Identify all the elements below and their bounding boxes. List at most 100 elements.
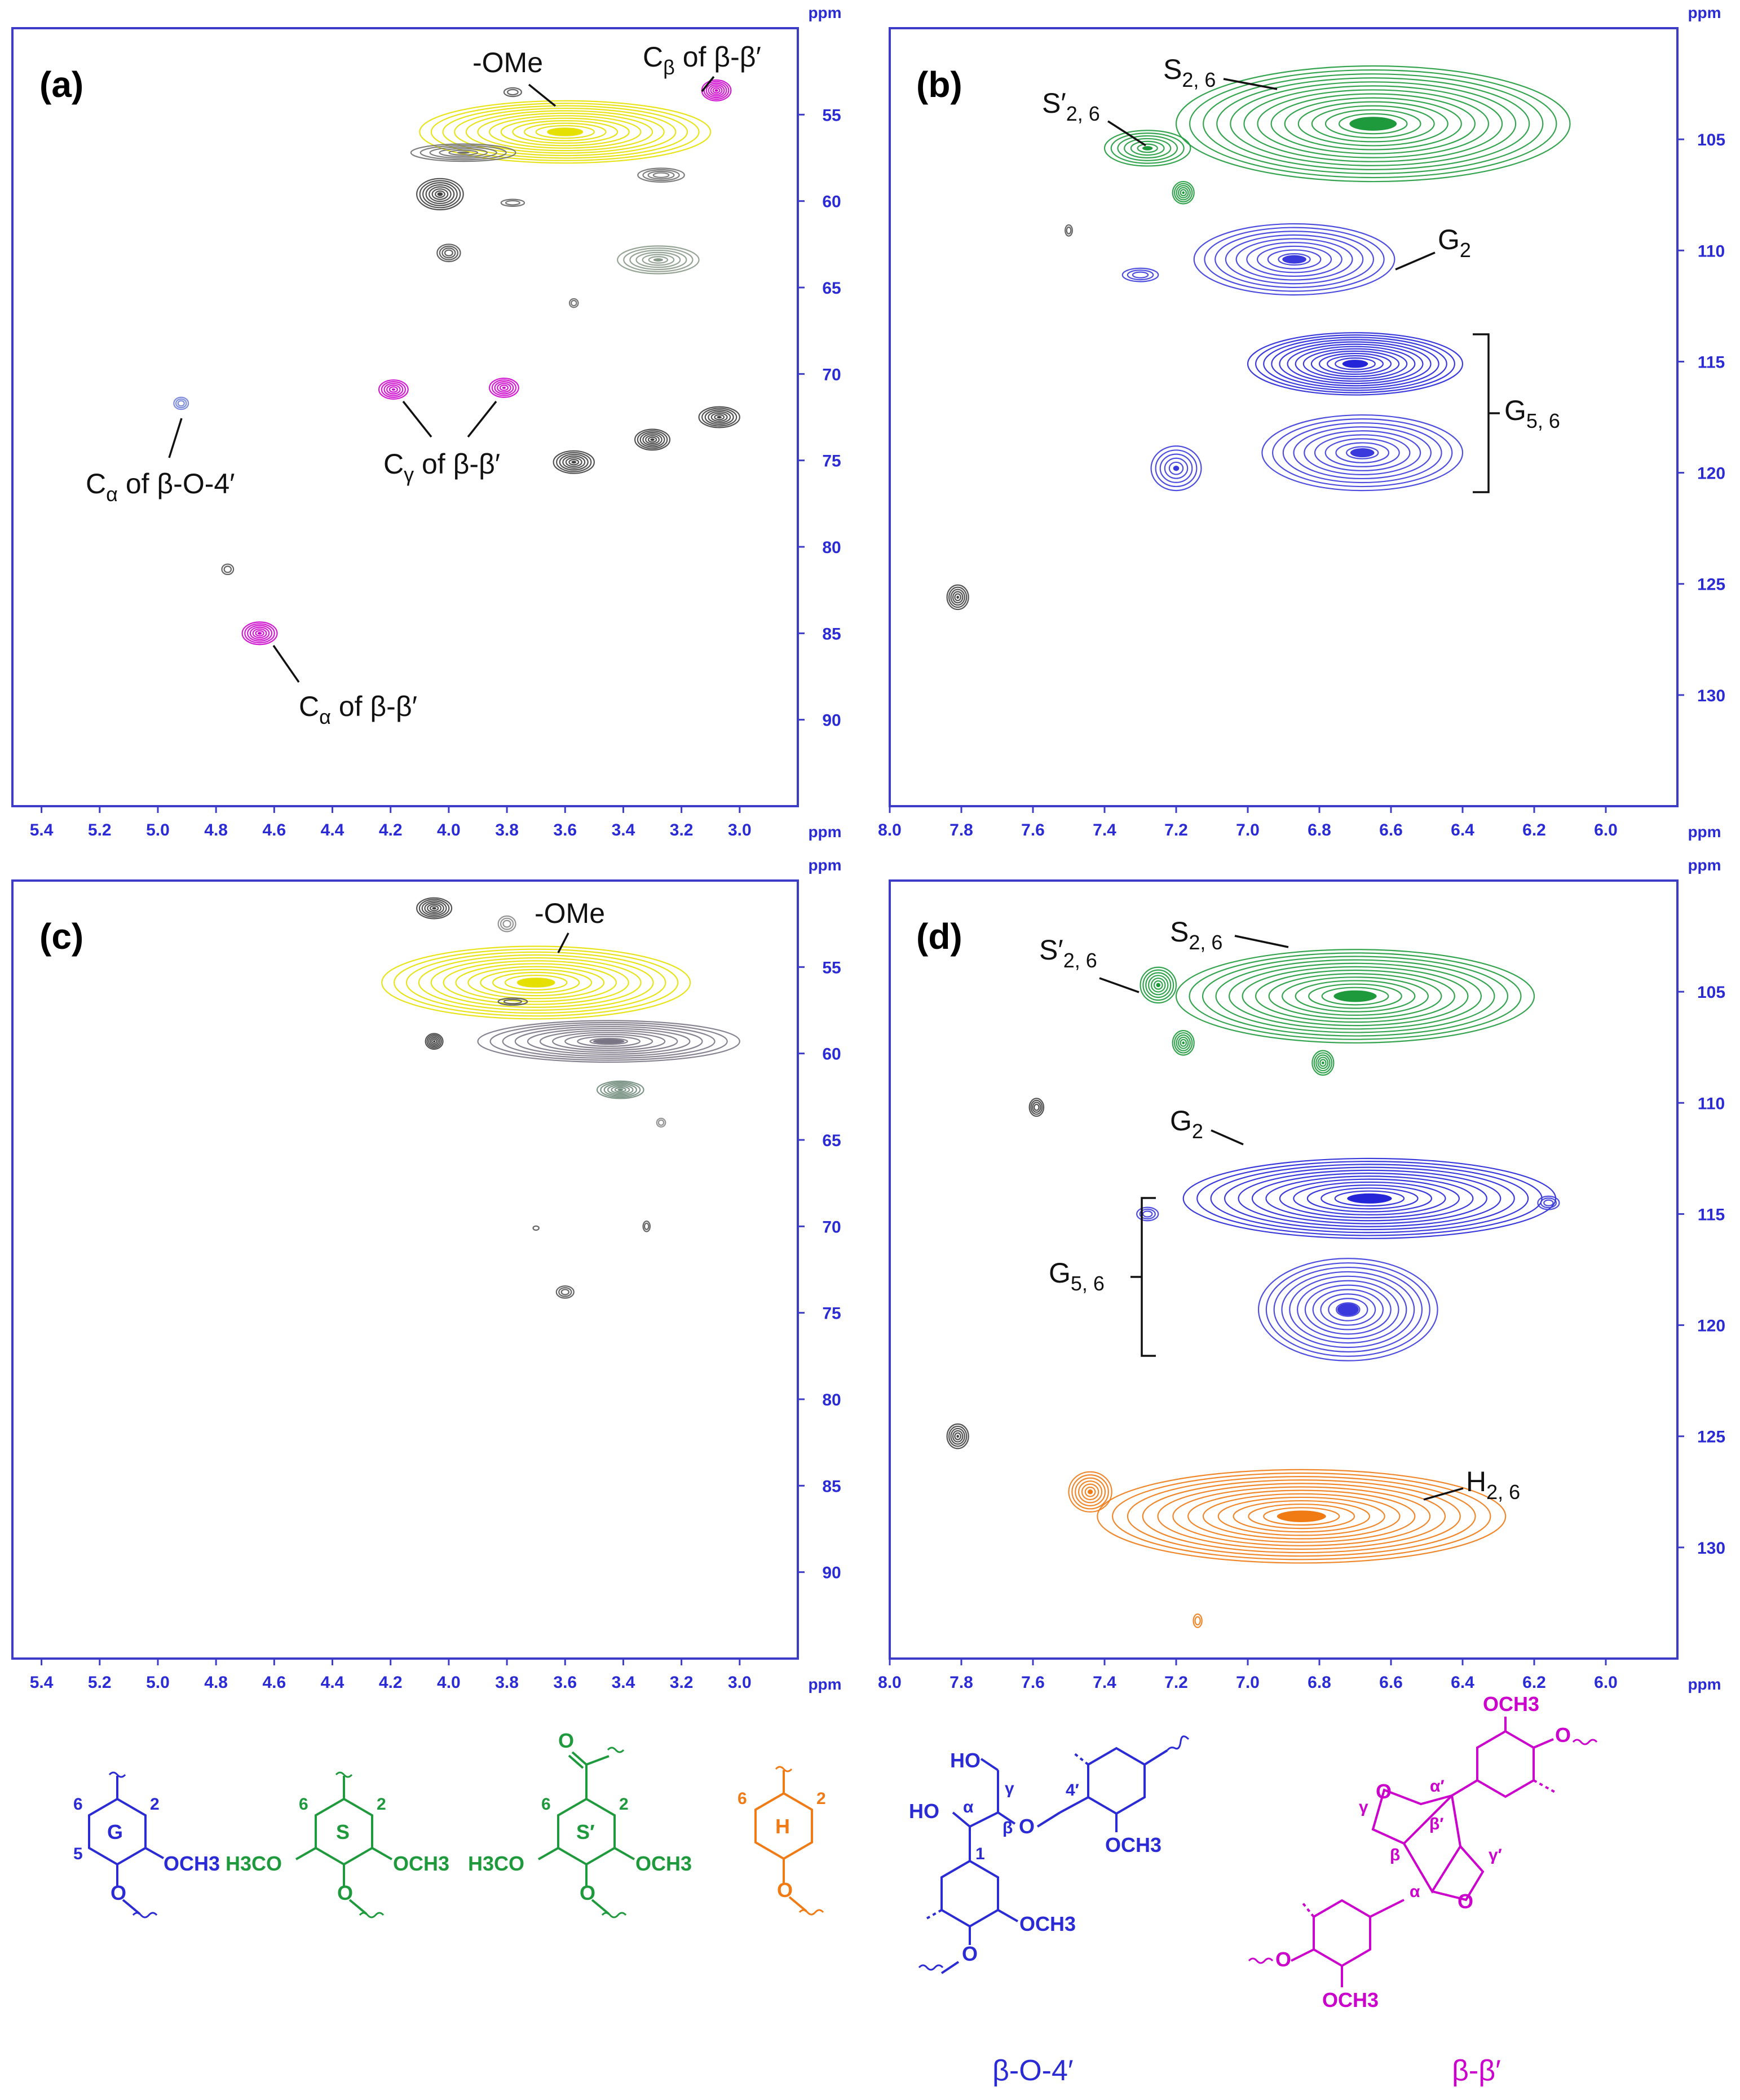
contour-ring <box>1142 1479 1461 1554</box>
contour-ring <box>1537 1195 1560 1210</box>
contour-ring <box>617 245 700 275</box>
contour-ring <box>552 1032 666 1051</box>
peak-a-6 <box>637 167 685 183</box>
x-unit-b: ppm <box>1688 823 1721 841</box>
contour-ring <box>1032 1102 1041 1113</box>
contour-ring <box>1238 1169 1501 1227</box>
contour-ring <box>1172 1030 1195 1056</box>
contour-ring <box>603 1083 637 1097</box>
contour-ring <box>1257 1258 1438 1361</box>
leader-d-g2 <box>1211 1129 1244 1146</box>
contour-ring <box>1142 969 1174 1001</box>
contour-ring <box>708 84 725 97</box>
contour-core <box>432 907 436 910</box>
x-tick-label-b-0: 8.0 <box>878 821 902 839</box>
wavy-G-top <box>108 1771 126 1778</box>
contour-ring <box>1204 227 1385 292</box>
panel-b-annotations: (b) S2, 6 S′2, 6 G2 G5, 6 <box>916 54 1560 493</box>
contour-ring <box>255 630 264 637</box>
label-bo4-beta: β <box>1003 1819 1013 1837</box>
contour-ring <box>1263 1507 1340 1526</box>
contour-ring <box>512 120 619 144</box>
contour-ring <box>611 1086 630 1094</box>
plot-frame-a <box>11 27 799 807</box>
contour-ring <box>416 897 453 919</box>
peak-a-9 <box>568 298 579 308</box>
contour-ring <box>1177 187 1189 198</box>
contour-ring <box>477 112 653 152</box>
contour-ring <box>444 249 453 257</box>
contour-ring <box>494 381 514 395</box>
contour-ring <box>623 247 694 272</box>
label-Sp-o: O <box>580 1881 595 1904</box>
contour-ring <box>1268 973 1442 1019</box>
contour-ring <box>424 902 444 915</box>
bond-Sp-r <box>586 1755 610 1766</box>
peak-d-8 <box>1028 1098 1045 1117</box>
x-tick-label-d-4: 7.2 <box>1164 1673 1188 1692</box>
label-bo4-gamma: γ <box>1005 1779 1014 1798</box>
peak-d-2 <box>1172 1030 1195 1056</box>
contour-ring <box>698 406 740 428</box>
x-unit-a: ppm <box>808 823 841 841</box>
contour-ring <box>1136 1206 1159 1222</box>
label-bo4-ome-upper: OCH3 <box>1105 1833 1162 1856</box>
contour-core <box>653 258 664 262</box>
x-tick-label-a-2: 5.0 <box>146 821 170 839</box>
contour-ring <box>503 998 522 1005</box>
annot-b-sp26: S′2, 6 <box>1042 87 1100 125</box>
contour-ring <box>1265 1262 1430 1357</box>
contour-ring <box>1311 105 1435 143</box>
peak-c-10 <box>555 1285 575 1299</box>
contour-ring <box>948 586 968 608</box>
x-tick-label-c-7: 4.0 <box>437 1673 461 1692</box>
bracket-b-g56 <box>1473 333 1500 493</box>
contour-ring <box>221 563 235 576</box>
contour-ring <box>553 450 595 474</box>
y-tick-label-b-5: 130 <box>1697 687 1725 705</box>
contour-ring <box>1140 966 1177 1003</box>
contour-ring <box>467 966 605 1000</box>
contour-core <box>1142 146 1153 151</box>
peaks-c <box>381 897 740 1299</box>
y-tick-label-c-4: 75 <box>822 1305 841 1323</box>
peak-a-1 <box>701 79 732 101</box>
leader-d-sp26 <box>1099 977 1140 993</box>
contour-ring <box>505 200 520 206</box>
contour-core <box>257 631 262 635</box>
contour-ring <box>439 148 488 157</box>
bond-S-r <box>372 1847 392 1860</box>
contour-core <box>1182 191 1185 194</box>
contour-ring <box>454 107 677 157</box>
contour-core <box>650 438 655 441</box>
x-tick-label-d-1: 7.8 <box>950 1673 973 1692</box>
panel-d-annotations: (d) S′2, 6 S2, 6 G2 G5, 6 H2, 6 <box>916 916 1520 1504</box>
panel-a-annotations: (a) -OMe Cβ of β-β′ Cα of β-O-4′ Cγ of β… <box>39 41 761 728</box>
annot-d-s26: S2, 6 <box>1170 916 1222 954</box>
contour-ring <box>1215 231 1375 288</box>
contour-ring <box>1153 980 1163 990</box>
x-tick-label-c-3: 4.8 <box>204 1673 228 1692</box>
contour-ring <box>381 945 691 1020</box>
contour-ring <box>1306 1184 1433 1213</box>
y-tick-label-c-0: 55 <box>822 958 841 977</box>
contour-ring <box>477 1020 740 1063</box>
leader-b-g2 <box>1395 251 1436 271</box>
y-tick-label-b-0: 105 <box>1697 131 1725 149</box>
contour-ring <box>1150 978 1166 993</box>
contour-ring <box>948 1425 968 1447</box>
ring-bb-furan2 <box>1403 1795 1462 1894</box>
contour-ring <box>1224 1166 1515 1231</box>
contour-ring <box>657 1119 665 1126</box>
contour-core <box>617 1089 624 1091</box>
contour-ring <box>1077 1480 1103 1504</box>
contour-ring <box>441 247 456 259</box>
x-tick-label-d-7: 6.6 <box>1379 1673 1403 1692</box>
peak-c-3 <box>497 997 528 1006</box>
contour-ring <box>1265 1175 1474 1222</box>
contour-ring <box>1321 987 1389 1006</box>
bond-S-o2 <box>348 1899 368 1915</box>
contour-ring <box>1075 1477 1106 1506</box>
contour-ring <box>431 188 449 200</box>
